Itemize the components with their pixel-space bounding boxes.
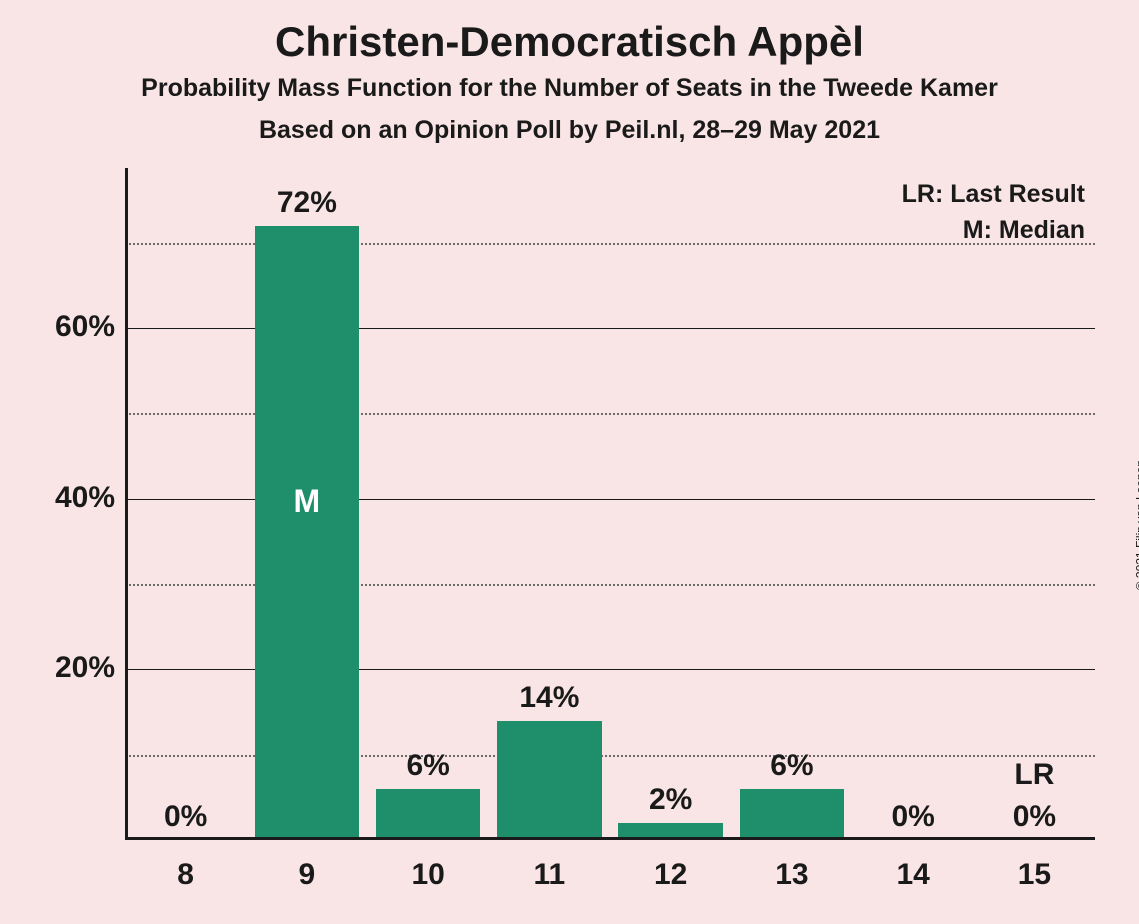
y-axis-label: 40% (25, 481, 115, 515)
y-axis (125, 168, 128, 840)
y-axis-label: 60% (25, 310, 115, 344)
plot-area: 20%40%60%0%872%96%1014%112%126%130%140%1… (125, 200, 1095, 840)
bar (255, 226, 359, 840)
x-axis-label: 9 (246, 858, 367, 892)
chart-subtitle-2: Based on an Opinion Poll by Peil.nl, 28–… (0, 116, 1139, 145)
chart-canvas: Christen-Democratisch Appèl Probability … (0, 0, 1139, 924)
bar-value-label: 0% (125, 800, 246, 834)
y-axis-label: 20% (25, 651, 115, 685)
x-axis-label: 13 (731, 858, 852, 892)
bar-value-label: 14% (489, 681, 610, 715)
copyright-text: © 2021 Filip van Laenen (1133, 460, 1139, 590)
last-result-marker: LR (974, 758, 1095, 792)
x-axis (125, 837, 1095, 840)
chart-title: Christen-Democratisch Appèl (0, 18, 1139, 66)
x-axis-label: 14 (853, 858, 974, 892)
bar-value-label: 0% (974, 800, 1095, 834)
median-marker: M (255, 483, 359, 520)
x-axis-label: 12 (610, 858, 731, 892)
bar-value-label: 6% (368, 749, 489, 783)
bar (497, 721, 601, 840)
x-axis-label: 10 (368, 858, 489, 892)
bar-value-label: 0% (853, 800, 974, 834)
bar (376, 789, 480, 840)
x-axis-label: 11 (489, 858, 610, 892)
x-axis-label: 8 (125, 858, 246, 892)
legend-median: M: Median (963, 216, 1085, 245)
bar-value-label: 6% (731, 749, 852, 783)
bar-value-label: 2% (610, 783, 731, 817)
bar (740, 789, 844, 840)
bar-value-label: 72% (246, 186, 367, 220)
chart-subtitle-1: Probability Mass Function for the Number… (0, 74, 1139, 103)
legend-last-result: LR: Last Result (902, 180, 1085, 209)
x-axis-label: 15 (974, 858, 1095, 892)
